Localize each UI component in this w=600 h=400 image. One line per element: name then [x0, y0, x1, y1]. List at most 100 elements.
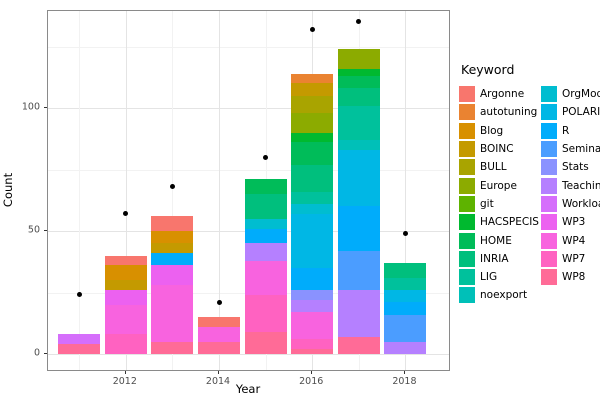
legend-swatch-LIG — [459, 269, 475, 286]
legend-label-git: git — [480, 197, 494, 210]
legend-label-OrgMode: OrgMode — [561, 88, 600, 101]
legend-label-BULL: BULL — [480, 161, 507, 174]
legend-swatch-Workload — [540, 195, 557, 212]
bar-segment-2018-Seminar — [384, 314, 427, 342]
legend-swatch-Argonne — [459, 86, 475, 103]
bar-segment-2015-WP8 — [244, 331, 287, 354]
bar-segment-2017-WP8 — [337, 336, 380, 354]
bar-segment-2015-OrgMode — [244, 218, 287, 229]
legend-swatch-POLARIS — [540, 104, 557, 121]
legend-item-WP7: WP7 — [540, 250, 600, 268]
legend-item-POLARIS: POLARIS — [540, 103, 600, 121]
bar-segment-2013-WP4 — [151, 285, 194, 342]
y-minor-gridline — [48, 46, 449, 48]
data-point-2017 — [356, 19, 362, 25]
bar-segment-2016-POLARIS — [291, 213, 334, 268]
legend-swatch-Blog — [459, 122, 475, 139]
legend-column-1: Argonne autotuning Blog BOINC BULL Europe git H… — [459, 85, 539, 305]
x-tick-label: 2018 — [392, 376, 417, 387]
data-point-2016 — [309, 26, 315, 32]
x-tick-mark — [218, 371, 220, 374]
legend-item-Seminar: Seminar — [540, 140, 600, 158]
x-minor-gridline — [79, 11, 81, 370]
legend-item-Argonne: Argonne — [459, 85, 539, 103]
legend-label-LIG: LIG — [480, 271, 498, 284]
x-tick-label: 2014 — [205, 376, 231, 387]
bar-segment-2013-R — [151, 253, 194, 266]
bar-segment-2018-LIG — [384, 277, 427, 291]
y-axis-title: Count — [1, 172, 15, 208]
legend-swatch-HACSPECIS — [459, 214, 475, 231]
x-major-gridline — [405, 11, 407, 370]
legend-item-git: git — [459, 195, 539, 213]
legend-swatch-autotuning — [459, 104, 475, 121]
legend-swatch-git — [459, 195, 475, 212]
x-axis-title: Year — [235, 382, 261, 396]
legend-item-Europe: Europe — [459, 176, 539, 194]
legend-label-WP8: WP8 — [561, 271, 586, 284]
data-point-2011 — [76, 292, 82, 298]
y-tick-label: 0 — [33, 347, 40, 359]
legend-label-Europe: Europe — [480, 179, 517, 192]
legend-label-autotuning: autotuning — [480, 106, 538, 119]
bar-segment-2018-INRIA — [384, 262, 427, 278]
legend: Keyword Argonne autotuning Blog BOINC BULL Eu… — [459, 62, 600, 305]
bar-segment-2016-BOINC — [291, 83, 334, 96]
legend-swatch-Europe — [459, 177, 475, 194]
x-tick-mark — [124, 371, 126, 374]
bar-segment-2013-WP8 — [151, 341, 194, 354]
bar-segment-2017-R — [337, 206, 380, 251]
x-major-gridline — [125, 11, 127, 370]
bar-segment-2016-Europe — [291, 112, 334, 133]
legend-label-Workload: Workload — [561, 197, 600, 210]
legend-item-WP8: WP8 — [540, 268, 600, 286]
bar-segment-2016-WP4 — [291, 312, 334, 340]
legend-label-Blog: Blog — [480, 124, 504, 137]
legend-label-POLARIS: POLARIS — [561, 106, 600, 119]
x-minor-gridline — [172, 11, 174, 370]
legend-swatch-OrgMode — [540, 86, 557, 103]
bar-segment-2017-Teaching — [337, 290, 380, 337]
bar-segment-2015-WP4 — [244, 260, 287, 295]
legend-label-WP3: WP3 — [561, 216, 586, 229]
legend-item-noexport: noexport — [459, 286, 539, 304]
legend-label-noexport: noexport — [480, 289, 528, 302]
bar-segment-2015-HOME — [244, 179, 287, 195]
data-point-2015 — [263, 154, 269, 160]
bar-segment-2017-HOME — [337, 76, 380, 89]
bar-segment-2013-BOINC — [151, 243, 194, 254]
legend-label-INRIA: INRIA — [480, 252, 509, 265]
bar-segment-2017-LIG — [337, 105, 380, 140]
bar-segment-2015-R — [244, 228, 287, 244]
legend-label-Stats: Stats — [561, 161, 589, 174]
legend-columns: Argonne autotuning Blog BOINC BULL Europe git H… — [459, 85, 600, 305]
bar-segment-2016-OrgMode — [291, 203, 334, 214]
legend-item-R: R — [540, 122, 600, 140]
bar-segment-2018-R — [384, 302, 427, 315]
legend-swatch-Stats — [540, 159, 557, 176]
legend-swatch-BULL — [459, 159, 475, 176]
legend-swatch-WP4 — [540, 232, 557, 249]
legend-swatch-WP7 — [540, 250, 557, 267]
x-tick-label: 2016 — [299, 376, 324, 387]
legend-swatch-Seminar — [540, 141, 557, 158]
bar-segment-2016-WP8 — [291, 349, 334, 354]
legend-label-R: R — [561, 124, 570, 137]
x-tick-mark — [404, 371, 406, 374]
legend-swatch-WP8 — [540, 269, 557, 286]
data-point-2013 — [169, 184, 175, 190]
bar-segment-2016-Teaching — [291, 299, 334, 313]
bar-segment-2014-WP8 — [198, 341, 241, 354]
x-tick-mark — [311, 371, 313, 374]
bar-segment-2016-INRIA — [291, 164, 334, 192]
legend-label-WP7: WP7 — [561, 252, 586, 265]
legend-swatch-BOINC — [459, 141, 475, 158]
y-tick-mark — [44, 107, 47, 108]
legend-swatch-noexport — [459, 287, 475, 304]
bar-segment-2011-Workload — [58, 334, 101, 345]
bar-segment-2015-WP7 — [244, 294, 287, 332]
data-point-2012 — [123, 211, 129, 217]
plot-panel — [47, 10, 450, 371]
bar-segment-2016-HOME — [291, 142, 334, 165]
